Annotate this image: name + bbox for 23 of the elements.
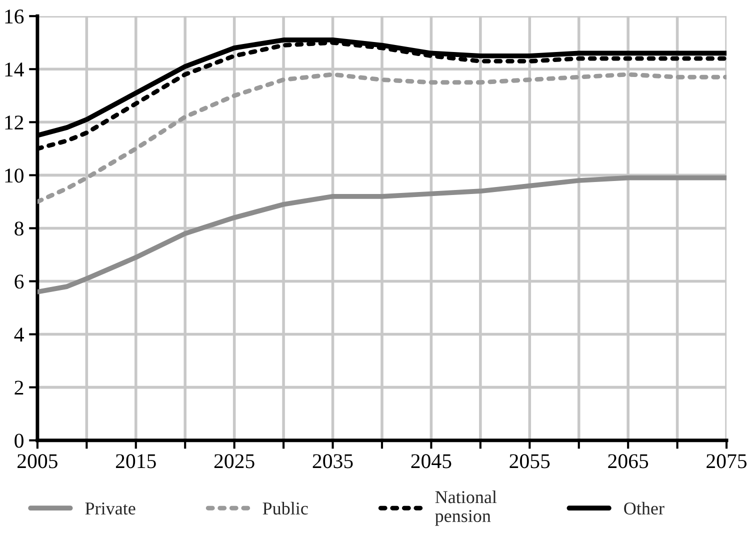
x-tick-label: 2075 xyxy=(706,454,747,468)
y-tick-label: 14 xyxy=(5,62,24,76)
y-tick-label: 2 xyxy=(14,380,24,395)
x-tick-label: 2015 xyxy=(116,454,156,468)
x-tick-label: 2025 xyxy=(214,454,254,468)
x-tick-label: 2055 xyxy=(510,454,550,468)
line-series xyxy=(37,175,727,294)
y-tick-label: 8 xyxy=(14,222,24,236)
x-tick-label: 2065 xyxy=(608,454,648,468)
y-tick-label: 12 xyxy=(5,116,24,130)
line-series xyxy=(37,72,727,204)
y-tick-label: 6 xyxy=(14,274,24,289)
legend-label: Other xyxy=(624,502,664,515)
x-tick-label: 2005 xyxy=(18,454,58,468)
y-tick-label: 10 xyxy=(5,168,24,183)
x-tick-label: 2045 xyxy=(411,454,452,468)
legend-label: Public xyxy=(262,502,308,515)
y-tick-label: 16 xyxy=(5,10,24,24)
y-tick-label: 0 xyxy=(14,434,24,448)
y-tick-label: 4 xyxy=(14,328,24,342)
legend-label: National pension xyxy=(435,490,497,526)
x-tick-label: 2035 xyxy=(312,454,353,468)
legend-label: Private xyxy=(85,502,136,515)
